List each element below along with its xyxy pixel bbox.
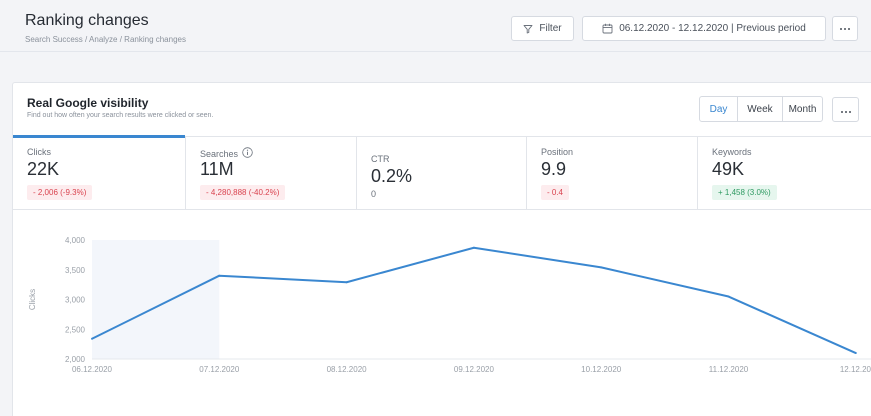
chart-x-tick-label: 08.12.2020 [327,365,368,374]
calendar-icon [602,23,613,34]
filter-button[interactable]: Filter [511,16,574,41]
metric-label: CTR [371,154,390,164]
chart-x-tick-label: 06.12.2020 [72,365,113,374]
metric-change: - 4,280,888 (-40.2%) [200,185,286,200]
chart-x-tick-label: 12.12.20 [840,365,871,374]
chart-data-point [600,266,603,269]
chart-y-axis-label: Clicks [28,289,37,310]
chart-y-tick-label: 2,000 [65,355,86,364]
clicks-chart: 2,000 2,500 3,000 3,500 4,000 Clicks 06.12.202… [28,236,871,374]
metric-change: - 2,006 (-9.3%) [27,185,93,200]
more-icon [839,27,851,31]
metric-clicks[interactable]: Clicks 22K - 2,006 (-9.3%) [13,135,186,210]
date-range-label: 06.12.2020 - 12.12.2020 | Previous perio… [619,23,806,34]
chart-data-point [91,337,93,340]
chart-data-point [345,281,348,284]
period-week-button[interactable]: Week [738,97,783,121]
page-title: Ranking changes [25,12,149,29]
filter-label: Filter [539,23,562,34]
metric-value: 9.9 [541,159,567,179]
metric-value: 49K [712,159,745,179]
page-header: Ranking changes Search Success / Analyze… [0,0,871,52]
metric-position[interactable]: Position 9.9 - 0.4 [527,137,698,210]
metrics-row: Clicks 22K - 2,006 (-9.3%) Searches 11M … [13,135,871,210]
date-range-picker[interactable]: 06.12.2020 - 12.12.2020 | Previous perio… [582,16,826,41]
chart-data-point [472,246,475,249]
breadcrumb: Search Success / Analyze / Ranking chang… [25,35,186,44]
metric-label: Position [541,147,574,157]
chart-data-point [854,352,857,355]
period-day-button[interactable]: Day [700,97,738,121]
period-switcher: Day Week Month [699,96,823,122]
period-month-button[interactable]: Month [788,103,817,115]
card-title: Real Google visibility [27,96,149,110]
metric-value: 0.2% [371,166,413,186]
visibility-card: Real Google visibility Find out how ofte… [12,82,871,416]
chart-x-tick-label: 09.12.2020 [454,365,495,374]
chart-x-tick-label: 07.12.2020 [199,365,240,374]
chart-highlight-band [92,240,220,359]
filter-icon [523,24,533,34]
metric-label: Searches [200,147,253,160]
chart-y-tick-label: 3,500 [65,266,86,275]
info-icon[interactable] [242,147,253,160]
chart-data-point [218,274,221,277]
metric-change: 0 [371,189,377,199]
chart-x-tick-label: 11.12.2020 [709,365,749,374]
metric-label: Keywords [712,147,752,157]
more-icon [840,101,852,119]
metric-ctr[interactable]: CTR 0.2% 0 [357,137,527,210]
card-more-button[interactable] [832,97,859,122]
metric-value: 11M [200,159,234,179]
chart-data-point [727,295,730,298]
metric-value: 22K [27,159,60,179]
metric-change: - 0.4 [541,185,570,200]
chart-y-tick-label: 2,500 [65,325,86,334]
more-options-button[interactable] [832,16,858,41]
chart-y-tick-label: 3,000 [65,296,86,305]
card-subtitle: Find out how often your search results w… [27,112,214,119]
metric-label: Clicks [27,147,51,157]
chart-y-tick-label: 4,000 [65,236,86,245]
chart-x-tick-label: 10.12.2020 [581,365,622,374]
metric-keywords[interactable]: Keywords 49K + 1,458 (3.0%) [698,137,871,210]
metric-searches[interactable]: Searches 11M - 4,280,888 (-40.2%) [186,137,357,210]
metric-change: + 1,458 (3.0%) [712,185,777,200]
